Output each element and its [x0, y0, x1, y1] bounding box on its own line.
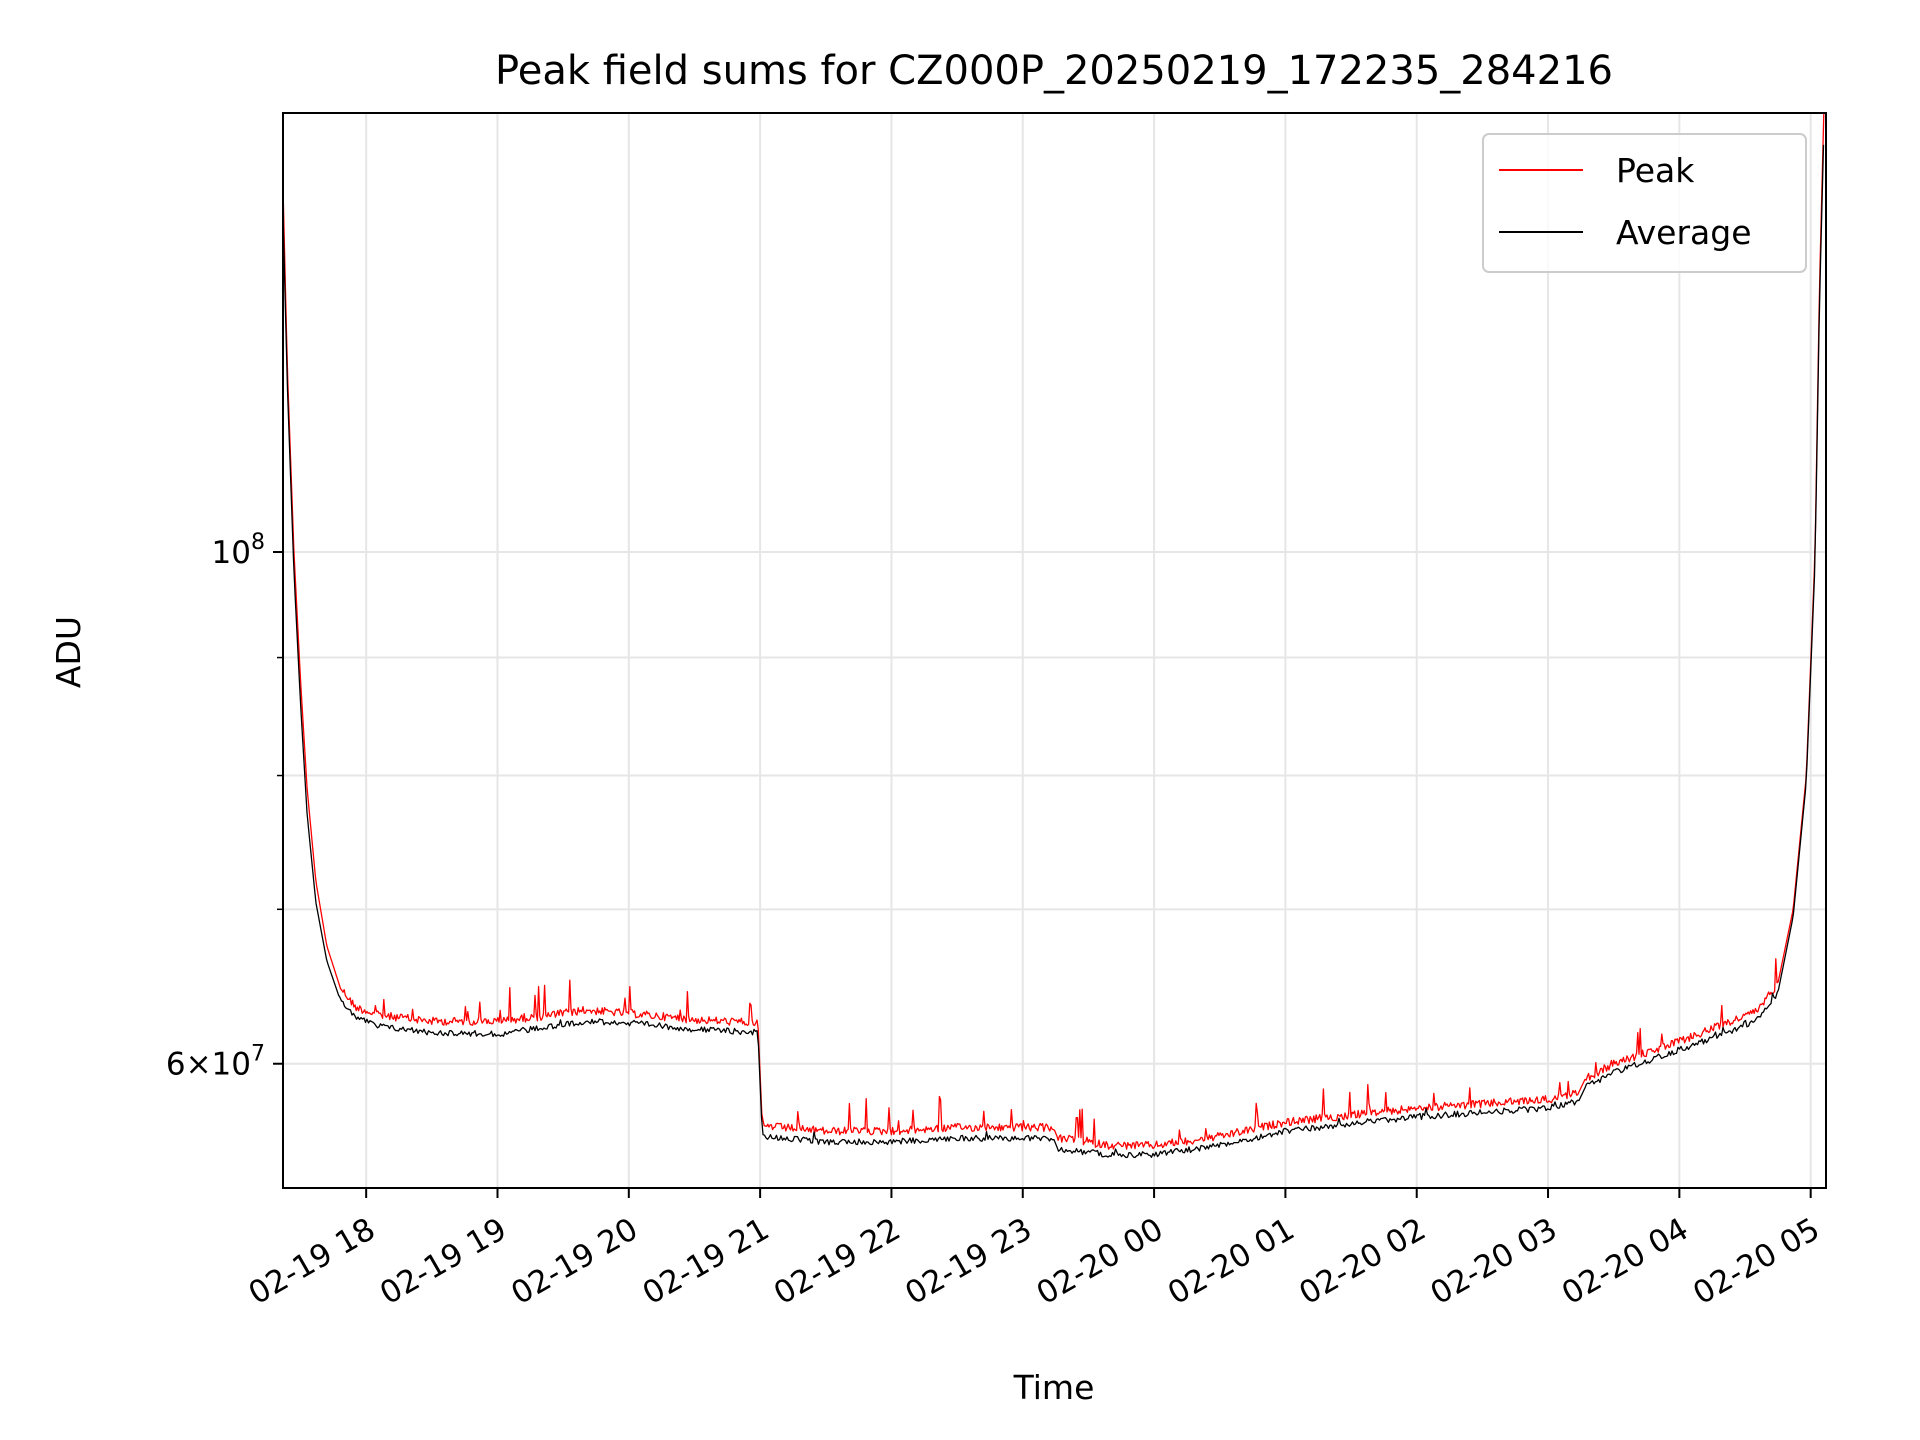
grid [283, 113, 1826, 1188]
legend-box [1482, 133, 1807, 273]
plot-frame [282, 112, 1827, 1189]
y-axis-ticks: 6×107 108 [166, 530, 283, 1083]
series-layer [283, 113, 1825, 1159]
y-axis-label: ADU [49, 616, 88, 688]
series-average-line [283, 144, 1825, 1159]
series-peak-line [283, 113, 1825, 1150]
legend-average-label: Average [1616, 213, 1752, 252]
chart-title: Peak field sums for CZ000P_20250219_1722… [495, 48, 1613, 94]
legend-peak-label: Peak [1616, 151, 1695, 190]
x-axis-label: Time [1013, 1368, 1095, 1407]
y-tick-label: 108 [212, 530, 265, 571]
y-tick-label: 6×107 [166, 1042, 265, 1083]
legend: Peak Average [1482, 133, 1807, 273]
